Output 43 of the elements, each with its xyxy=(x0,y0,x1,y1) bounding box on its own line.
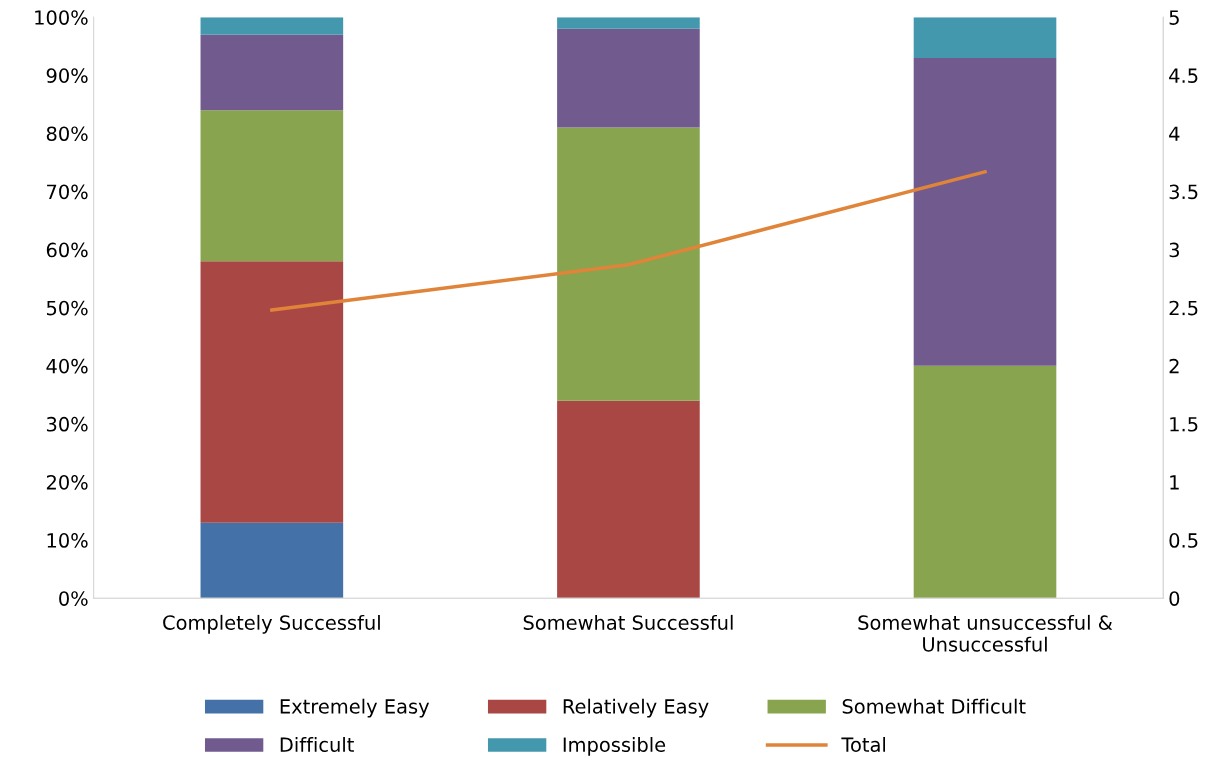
bar xyxy=(913,17,1057,58)
y2-tick-label: 5 xyxy=(1169,10,1179,25)
y-tick-label: 40% xyxy=(46,358,88,374)
legend-label: Relatively Easy xyxy=(563,698,709,718)
legend-label: Somewhat Difficult xyxy=(842,698,1026,714)
bar xyxy=(200,34,344,111)
y-tick-label: 50% xyxy=(46,300,88,316)
x-tick-label: Somewhat Successful xyxy=(523,614,733,630)
bar xyxy=(557,400,700,599)
legend-label: Difficult xyxy=(280,736,354,753)
bar xyxy=(200,17,344,35)
y2-tick-label: 0.5 xyxy=(1169,533,1198,548)
bar xyxy=(200,110,344,262)
y-tick-label: 60% xyxy=(46,242,88,258)
y2-tick-label: 2.5 xyxy=(1169,300,1198,316)
y-tick-label: 100% xyxy=(35,10,88,25)
y2-tick-label: 3 xyxy=(1169,242,1179,258)
legend-label: Extremely Easy xyxy=(280,698,430,718)
legend-label: Total xyxy=(841,736,886,753)
y2-tick-label: 4.5 xyxy=(1169,68,1198,83)
y-tick-label: 20% xyxy=(46,474,88,490)
bar xyxy=(200,522,344,599)
y2-tick-label: 1 xyxy=(1170,475,1179,490)
x-tick-label: Somewhat unsuccessful & Unsuccessful xyxy=(858,614,1113,652)
y-tick-label: 80% xyxy=(46,126,88,142)
y2-tick-label: 3.5 xyxy=(1169,184,1198,200)
bar xyxy=(913,365,1057,599)
x-tick-label: Completely Successful xyxy=(163,614,380,634)
y-tick-label: 30% xyxy=(46,416,88,432)
bar xyxy=(557,28,700,128)
y-tick-label: 10% xyxy=(47,533,88,548)
y2-tick-label: 4 xyxy=(1169,126,1180,141)
y2-tick-label: 1.5 xyxy=(1170,417,1198,432)
y-tick-label: 70% xyxy=(47,184,88,200)
bar xyxy=(557,17,700,29)
bar xyxy=(557,127,700,401)
y2-tick-label: 2 xyxy=(1169,358,1179,374)
y-tick-label: 0% xyxy=(59,591,88,606)
y-tick-label: 90% xyxy=(46,68,88,83)
y2-tick-label: 0 xyxy=(1169,591,1180,606)
bar xyxy=(200,261,344,523)
legend-label: Impossible xyxy=(563,736,666,756)
bar xyxy=(913,57,1057,366)
